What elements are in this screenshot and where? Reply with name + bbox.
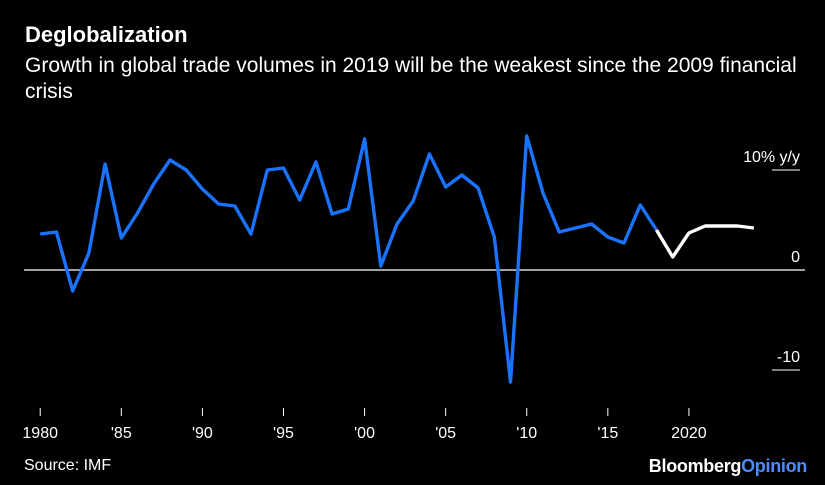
x-tick-label: 1980 bbox=[22, 425, 58, 442]
x-tick-label: '90 bbox=[192, 425, 213, 442]
brand-accent: Opinion bbox=[741, 456, 807, 476]
source-note: Source: IMF bbox=[24, 457, 112, 474]
chart-title: Deglobalization bbox=[25, 22, 188, 47]
brand-main: Bloomberg bbox=[648, 456, 742, 476]
x-tick-label: 2020 bbox=[671, 425, 707, 442]
forecast-series-line bbox=[655, 224, 755, 259]
x-tick-label: '00 bbox=[354, 425, 375, 442]
x-tick-label: '95 bbox=[273, 425, 294, 442]
x-tick-label: '85 bbox=[111, 425, 132, 442]
chart-subtitle: Growth in global trade volumes in 2019 w… bbox=[25, 54, 797, 103]
brand-logo: BloombergOpinion bbox=[648, 456, 808, 477]
y-tick-label: -10 bbox=[777, 349, 800, 366]
x-tick-label: '10 bbox=[516, 425, 537, 442]
x-tick-label: '05 bbox=[435, 425, 456, 442]
actual-series-line bbox=[39, 134, 658, 384]
y-tick-label: 0 bbox=[791, 249, 800, 266]
y-tick-label: 10% y/y bbox=[743, 149, 800, 166]
x-tick-label: '15 bbox=[597, 425, 618, 442]
